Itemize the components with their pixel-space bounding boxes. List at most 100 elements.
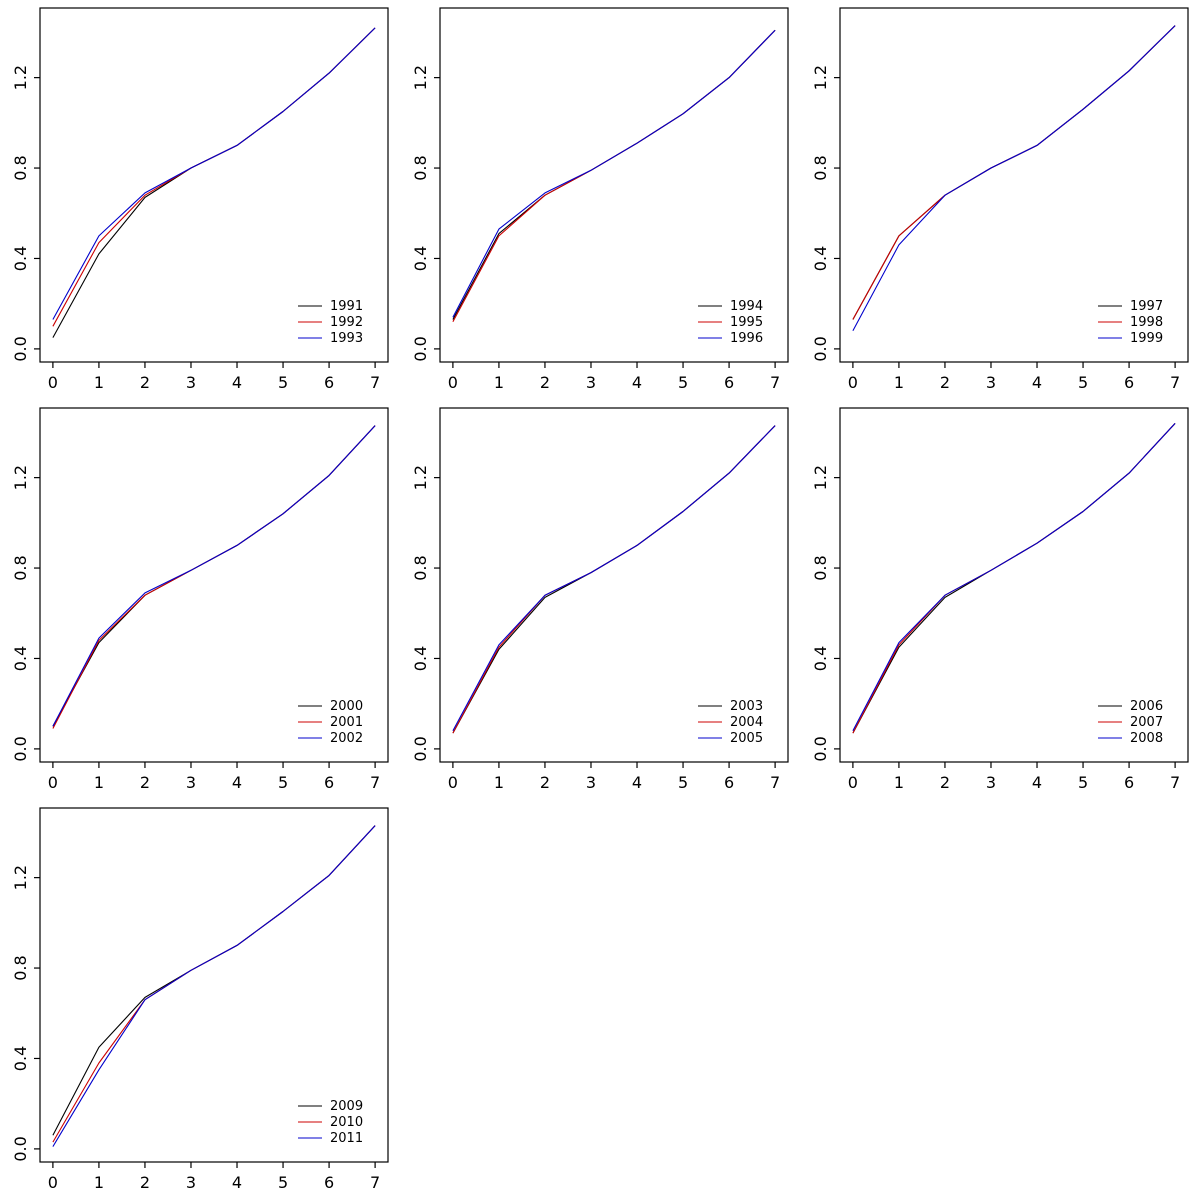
y-tick-label: 0.8 bbox=[811, 555, 830, 580]
y-tick-label: 0.4 bbox=[11, 1046, 30, 1071]
x-tick-label: 7 bbox=[370, 773, 380, 792]
plot-box bbox=[39, 407, 389, 763]
y-tick-label: 0.8 bbox=[811, 155, 830, 180]
x-tick-label: 3 bbox=[186, 773, 196, 792]
x-tick-label: 0 bbox=[848, 773, 858, 792]
x-tick-label: 4 bbox=[232, 373, 242, 392]
x-tick-label: 1 bbox=[94, 373, 104, 392]
y-tick-label: 0.0 bbox=[411, 336, 430, 361]
x-tick-label: 1 bbox=[494, 773, 504, 792]
plot-box bbox=[439, 7, 789, 363]
chart-panel-1994-1996: 0 1 2 3 4 5 6 7 0.0 0.4 0.8 1.2 1994 1995 1996 bbox=[400, 0, 800, 400]
x-tick-label: 7 bbox=[1170, 373, 1180, 392]
plot-box bbox=[839, 7, 1189, 363]
y-tick-label: 1.2 bbox=[11, 65, 30, 90]
x-tick-label: 1 bbox=[894, 373, 904, 392]
legend-label: 1999 bbox=[1130, 331, 1163, 346]
series-line-2009 bbox=[52, 825, 376, 1136]
x-tick-label: 1 bbox=[894, 773, 904, 792]
x-tick-label: 5 bbox=[278, 773, 288, 792]
x-tick-label: 7 bbox=[370, 1173, 380, 1192]
x-tick-label: 3 bbox=[586, 773, 596, 792]
y-tick-label: 0.0 bbox=[411, 736, 430, 761]
legend-label: 2011 bbox=[330, 1131, 363, 1146]
x-tick-label: 2 bbox=[940, 773, 950, 792]
x-tick-label: 5 bbox=[278, 1173, 288, 1192]
plot-box bbox=[439, 407, 789, 763]
y-tick-label: 0.0 bbox=[811, 336, 830, 361]
legend-label: 2002 bbox=[330, 731, 363, 746]
legend-label: 1997 bbox=[1130, 299, 1163, 314]
x-tick-label: 0 bbox=[848, 373, 858, 392]
x-tick-label: 5 bbox=[278, 373, 288, 392]
x-tick-label: 5 bbox=[1078, 773, 1088, 792]
x-tick-label: 4 bbox=[232, 773, 242, 792]
x-tick-label: 7 bbox=[770, 773, 780, 792]
series-line-2000 bbox=[52, 425, 376, 727]
y-tick-label: 0.4 bbox=[411, 246, 430, 271]
y-tick-label: 1.2 bbox=[811, 65, 830, 90]
series-line-2001 bbox=[52, 425, 376, 729]
y-tick-label: 0.8 bbox=[11, 155, 30, 180]
y-tick-label: 0.0 bbox=[11, 736, 30, 761]
legend-label: 2007 bbox=[1130, 715, 1163, 730]
legend-label: 2001 bbox=[330, 715, 363, 730]
plot-box bbox=[39, 7, 389, 363]
x-tick-label: 5 bbox=[1078, 373, 1088, 392]
y-tick-label: 0.4 bbox=[811, 646, 830, 671]
series-line-1992 bbox=[52, 27, 376, 327]
series-line-2002 bbox=[52, 425, 376, 727]
x-tick-label: 1 bbox=[94, 1173, 104, 1192]
series-line-1996 bbox=[452, 29, 776, 318]
chart-panel-1991-1993: 0 1 2 3 4 5 6 7 0.0 0.4 0.8 1.2 1991 1992 1993 bbox=[0, 0, 400, 400]
legend-label: 1995 bbox=[730, 315, 763, 330]
series-line-2007 bbox=[852, 423, 1176, 734]
x-tick-label: 0 bbox=[48, 373, 58, 392]
legend-label: 2010 bbox=[330, 1115, 363, 1130]
plot-box bbox=[39, 807, 389, 1163]
y-tick-label: 0.8 bbox=[411, 155, 430, 180]
chart-panel-2000-2002: 0 1 2 3 4 5 6 7 0.0 0.4 0.8 1.2 2000 2001 2002 bbox=[0, 400, 400, 800]
legend-label: 1998 bbox=[1130, 315, 1163, 330]
y-tick-label: 0.4 bbox=[11, 246, 30, 271]
series-line-2010 bbox=[52, 825, 376, 1143]
plot-box bbox=[839, 407, 1189, 763]
y-tick-label: 1.2 bbox=[411, 465, 430, 490]
series-line-2008 bbox=[852, 423, 1176, 732]
legend-label: 2008 bbox=[1130, 731, 1163, 746]
legend-label: 1991 bbox=[330, 299, 363, 314]
x-tick-label: 6 bbox=[724, 373, 734, 392]
y-tick-label: 0.0 bbox=[811, 736, 830, 761]
x-tick-label: 0 bbox=[48, 773, 58, 792]
x-tick-label: 6 bbox=[324, 373, 334, 392]
y-tick-label: 0.8 bbox=[411, 555, 430, 580]
x-tick-label: 3 bbox=[986, 773, 996, 792]
series-line-2004 bbox=[452, 425, 776, 734]
x-tick-label: 7 bbox=[1170, 773, 1180, 792]
x-tick-label: 6 bbox=[1124, 373, 1134, 392]
x-tick-label: 2 bbox=[540, 373, 550, 392]
x-tick-label: 2 bbox=[140, 373, 150, 392]
x-tick-label: 1 bbox=[94, 773, 104, 792]
y-tick-label: 0.4 bbox=[11, 646, 30, 671]
legend-label: 1993 bbox=[330, 331, 363, 346]
x-tick-label: 6 bbox=[324, 1173, 334, 1192]
y-tick-label: 1.2 bbox=[11, 465, 30, 490]
chart-panel-2006-2008: 0 1 2 3 4 5 6 7 0.0 0.4 0.8 1.2 2006 2007 2008 bbox=[800, 400, 1200, 800]
legend-label: 2003 bbox=[730, 699, 763, 714]
x-tick-label: 0 bbox=[448, 773, 458, 792]
x-tick-label: 0 bbox=[448, 373, 458, 392]
series-line-2005 bbox=[452, 425, 776, 732]
chart-panel-2009-2011: 0 1 2 3 4 5 6 7 0.0 0.4 0.8 1.2 2009 2010 2011 bbox=[0, 800, 400, 1200]
x-tick-label: 5 bbox=[678, 373, 688, 392]
x-tick-label: 4 bbox=[232, 1173, 242, 1192]
y-tick-label: 0.8 bbox=[11, 555, 30, 580]
x-tick-label: 6 bbox=[1124, 773, 1134, 792]
x-tick-label: 3 bbox=[986, 373, 996, 392]
series-line-2011 bbox=[52, 825, 376, 1147]
